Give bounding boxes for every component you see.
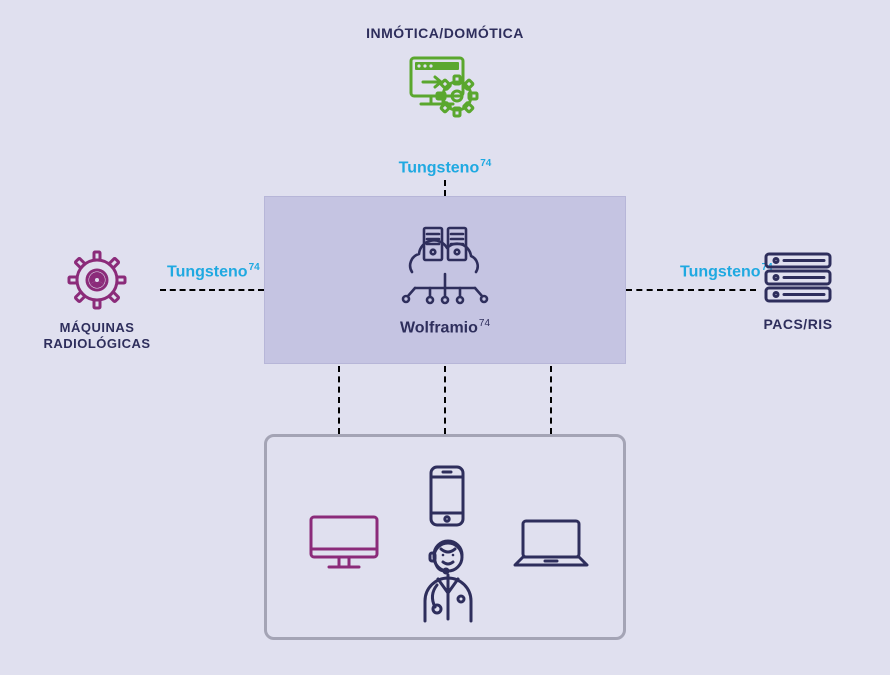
connector-label-top: Tungsteno74: [399, 158, 492, 177]
top-node-label: INMÓTICA/DOMÓTICA: [366, 25, 524, 41]
laptop-icon: [509, 515, 593, 573]
right-node-label: PACS/RIS: [763, 316, 832, 332]
left-node-label: MÁQUINASRADIOLÓGICAS: [43, 320, 150, 353]
automation-icon: [401, 52, 489, 132]
connector-bottom-2: [444, 366, 446, 434]
right-node: PACS/RIS: [738, 250, 858, 332]
connector-left: [160, 289, 264, 291]
doctor-icon: [413, 535, 483, 625]
desktop-icon: [305, 511, 383, 575]
phone-icon: [425, 463, 469, 529]
radiology-gear-icon: [63, 246, 131, 314]
center-node: Wolframio74: [264, 196, 626, 364]
connector-label-left: Tungsteno74: [167, 262, 260, 281]
connector-bottom-3: [550, 366, 552, 434]
connector-right: [626, 289, 756, 291]
architecture-diagram: INMÓTICA/DOMÓTICA: [0, 0, 890, 675]
server-stack-icon: [762, 250, 834, 306]
devices-group: [264, 434, 626, 640]
center-node-title: Wolframio74: [400, 318, 490, 337]
connector-top: [444, 180, 446, 196]
left-node: MÁQUINASRADIOLÓGICAS: [32, 246, 162, 353]
connector-bottom-1: [338, 366, 340, 434]
cloud-servers-icon: [390, 222, 500, 312]
